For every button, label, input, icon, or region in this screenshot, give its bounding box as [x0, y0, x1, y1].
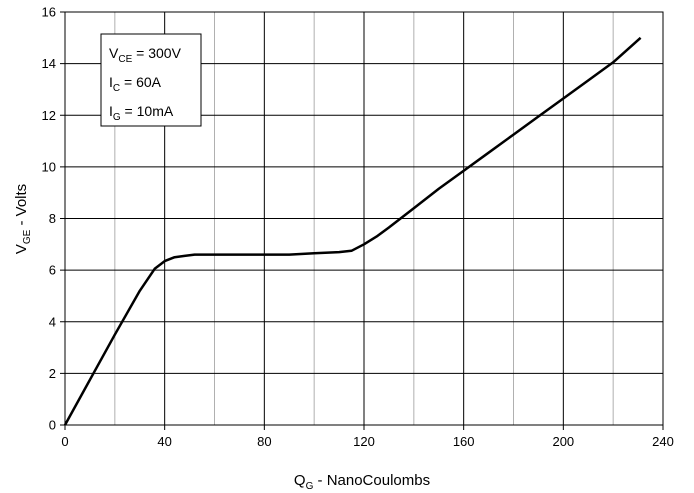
y-tick-label: 8: [49, 211, 56, 226]
x-axis-title: QG - NanoCoulombs: [294, 472, 430, 492]
y-tick-label: 16: [42, 5, 56, 20]
y-tick-label: 14: [42, 56, 56, 71]
y-tick-label: 12: [42, 108, 56, 123]
y-tick-label: 4: [49, 314, 56, 329]
y-tick-label: 2: [49, 366, 56, 381]
condition-vce: VCE = 300V: [109, 45, 182, 65]
x-tick-label: 120: [353, 434, 375, 449]
x-tick-label: 80: [257, 434, 271, 449]
y-axis-ticks: 0 2 4 6 8 10 12 14 16: [42, 5, 65, 433]
x-tick-label: 160: [453, 434, 475, 449]
condition-ic: IC = 60A: [109, 74, 162, 94]
x-tick-label: 200: [552, 434, 574, 449]
x-tick-label: 0: [61, 434, 68, 449]
condition-ig: IG = 10mA: [109, 103, 174, 123]
x-tick-label: 240: [652, 434, 674, 449]
y-tick-label: 0: [49, 418, 56, 433]
y-tick-label: 10: [42, 159, 56, 174]
major-grid: [65, 12, 663, 425]
x-axis-ticks: 0 40 80 120 160 200 240: [61, 425, 674, 449]
conditions-box: VCE = 300V IC = 60A IG = 10mA: [100, 33, 202, 127]
x-tick-label: 40: [157, 434, 171, 449]
gate-charge-curve: [63, 36, 642, 426]
y-axis-title: VGE - Volts: [13, 184, 33, 254]
y-tick-label: 6: [49, 263, 56, 278]
